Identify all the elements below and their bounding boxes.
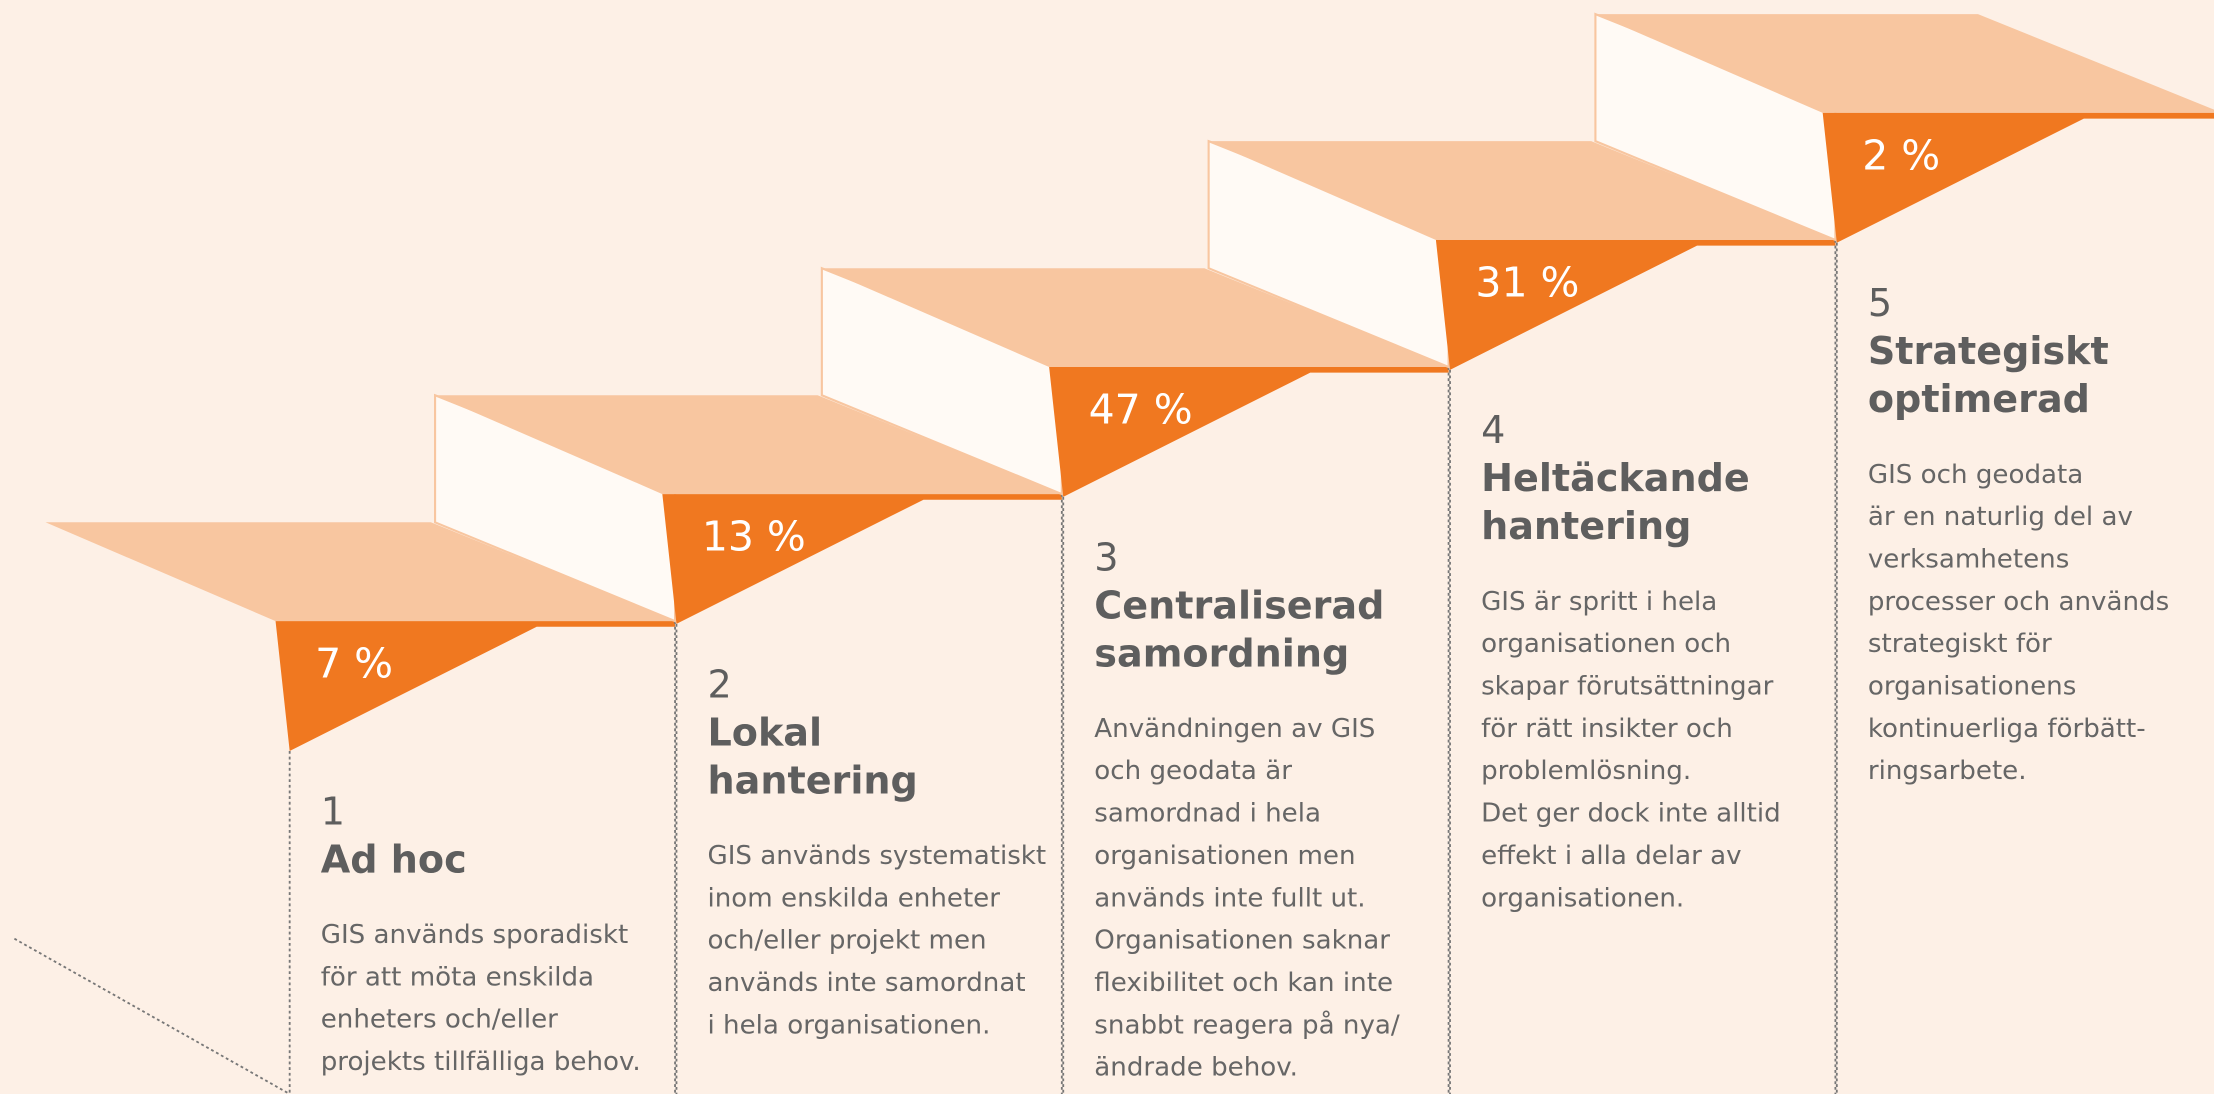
step-description: för rätt insikter och [1481,714,1733,744]
step-description: organisationen men [1094,841,1355,871]
step-description: snabbt reagera på nya/ [1094,1009,1400,1040]
step-percent: 13 % [702,513,806,561]
step-front [1049,367,1449,497]
step-description: i hela organisationen. [708,1010,991,1040]
step-title: samordning [1094,631,1349,675]
step-description: är en naturlig del av [1868,502,2133,532]
step-description: GIS och geodata [1868,460,2083,490]
step-title: optimerad [1868,377,2090,421]
step-description: används inte samordnat [708,968,1026,998]
step-percent: 2 % [1862,131,1940,179]
tread [45,522,676,622]
step-description: projekts tillfälliga behov. [321,1047,641,1077]
step-number: 3 [1094,535,1118,579]
step-number: 4 [1481,408,1505,452]
step-number: 5 [1868,281,1892,325]
step-description: flexibilitet och kan inte [1094,968,1393,998]
tread [821,268,1449,368]
step-description: och geodata är [1094,756,1292,786]
tread [1208,141,1836,240]
step-description: organisationen. [1481,883,1684,913]
step-description: kontinuerliga förbätt- [1868,714,2146,744]
step-percent: 47 % [1089,385,1193,433]
step-number: 2 [708,662,732,706]
step-description: organisationens [1868,672,2076,702]
step-description: samordnad i hela [1094,799,1321,829]
step-description: problemlösning. [1481,756,1691,786]
step-title: Heltäckande [1481,456,1750,500]
step-title: Lokal [708,710,823,754]
step-description: GIS används systematiskt [708,841,1047,871]
step-description: effekt i alla delar av [1481,841,1742,871]
step-description: Användningen av GIS [1094,714,1375,744]
step-description: GIS är spritt i hela [1481,587,1717,617]
step-title: hantering [1481,504,1691,548]
dotted-baseline [13,937,291,1094]
step-front [662,494,1062,624]
step-description: enheters och/eller [321,1005,558,1035]
step-title: Ad hoc [321,837,467,881]
step-percent: 31 % [1475,258,1579,306]
step-description: ändrade behov. [1094,1053,1298,1083]
step-description: används inte fullt ut. [1094,883,1365,913]
step-description: Organisationen saknar [1094,926,1390,956]
step-description: Det ger dock inte alltid [1481,799,1781,829]
step-description: processer och används [1868,587,2169,617]
step-description: strategiskt för [1868,629,2052,659]
step-description: verksamhetens [1868,544,2069,574]
tread [1595,14,2214,113]
step-description: organisationen och [1481,629,1731,659]
tread [435,395,1062,495]
step-description: för att möta enskilda [321,962,594,992]
step-description: ringsarbete. [1868,756,2027,786]
step-front [1822,112,2214,243]
step-title: Strategiskt [1868,329,2109,373]
step-front [275,621,676,751]
step-number: 1 [321,789,345,833]
step-percent: 7 % [315,640,393,688]
step-description: och/eller projekt men [708,926,987,956]
step-description: skapar förutsättningar [1481,672,1774,702]
step-front [1435,239,1836,370]
step-title: hantering [708,758,918,802]
step-description: inom enskilda enheter [708,883,1001,913]
step-title: Centraliserad [1094,583,1384,627]
step-description: GIS används sporadiskt [321,920,629,950]
